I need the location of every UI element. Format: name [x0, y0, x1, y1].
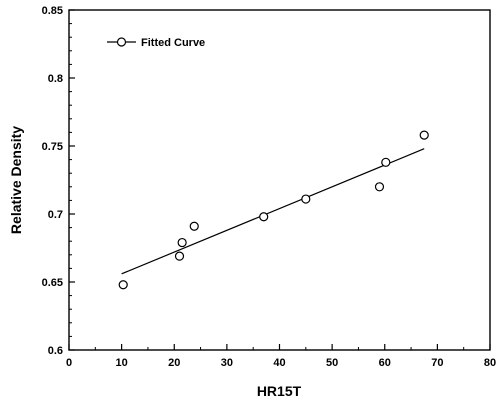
x-tick-label: 40 [273, 357, 285, 369]
data-points [119, 131, 428, 289]
y-tick-label: 0.6 [48, 345, 63, 357]
x-tick-label: 60 [379, 357, 391, 369]
data-point [176, 252, 184, 260]
x-axis-title: HR15T [257, 383, 302, 399]
y-tick-label: 0.65 [42, 277, 63, 289]
data-point [190, 222, 198, 230]
y-tick-label: 0.75 [42, 141, 63, 153]
y-tick-label: 0.8 [48, 73, 63, 85]
y-tick-label: 0.7 [48, 209, 63, 221]
x-axis: 0 10 20 30 40 50 60 70 80 [66, 344, 496, 369]
data-point [260, 213, 268, 221]
y-tick-label: 0.85 [42, 5, 63, 17]
x-tick-label: 50 [326, 357, 338, 369]
data-point [382, 158, 390, 166]
x-tick-label: 30 [221, 357, 233, 369]
fitted-curve-line [122, 149, 425, 274]
data-point [119, 281, 127, 289]
legend-label: Fitted Curve [141, 37, 205, 49]
x-tick-label: 80 [484, 357, 496, 369]
x-tick-label: 70 [431, 357, 443, 369]
legend-marker-sample [118, 38, 126, 46]
data-point [420, 131, 428, 139]
x-tick-label: 20 [168, 357, 180, 369]
plot-frame [69, 10, 490, 350]
data-point [302, 195, 310, 203]
y-axis: 0.6 0.65 0.7 0.75 0.8 0.85 [42, 5, 75, 357]
x-tick-label: 0 [66, 357, 72, 369]
y-axis-title: Relative Density [8, 126, 24, 234]
data-point [178, 239, 186, 247]
x-tick-label: 10 [116, 357, 128, 369]
legend: Fitted Curve [107, 37, 205, 49]
data-point [375, 183, 383, 191]
